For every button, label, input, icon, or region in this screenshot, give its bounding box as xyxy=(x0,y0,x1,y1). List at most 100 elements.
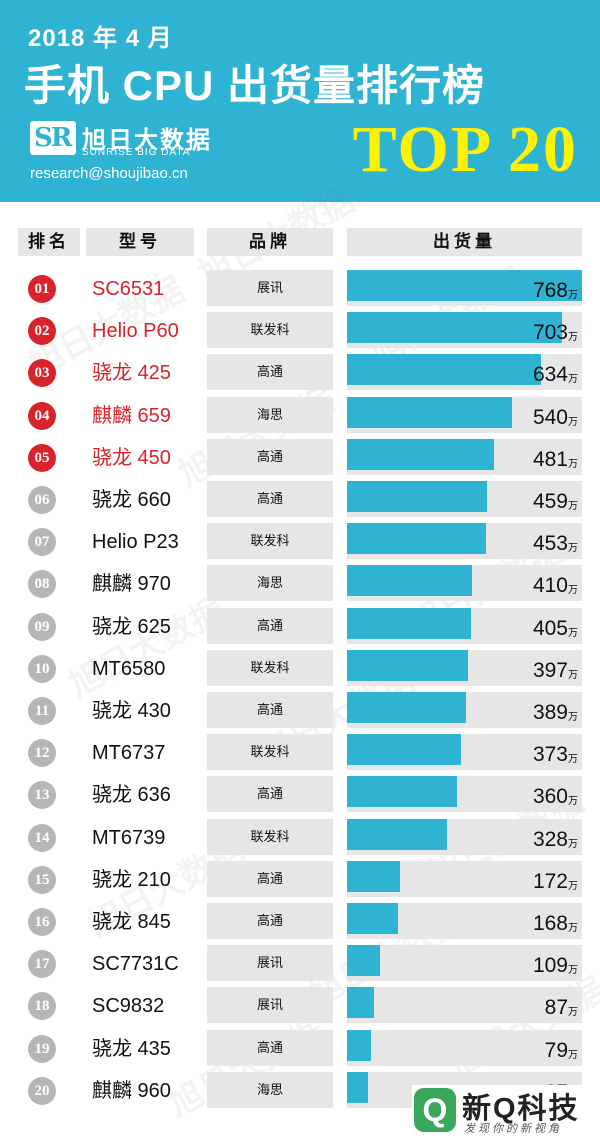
unit-label: 万 xyxy=(568,965,578,977)
model-name: Helio P60 xyxy=(92,320,179,343)
table-row: 05 骁龙 450 高通 481 万 xyxy=(0,437,600,477)
rank-badge: 10 xyxy=(28,654,56,683)
model-name: SC6531 xyxy=(92,278,165,300)
shipment-bar xyxy=(347,270,582,301)
column-header-brand: 品牌 xyxy=(207,228,333,256)
model-name: MT6737 xyxy=(92,742,166,765)
shipment-bar xyxy=(347,565,472,597)
shipment-bar xyxy=(347,396,512,428)
shipment-bar xyxy=(347,354,541,386)
unit-label: 万 xyxy=(568,796,578,808)
shipment-bar xyxy=(347,523,486,555)
shipment-value: 481 xyxy=(532,447,568,471)
shipment-bar xyxy=(347,860,400,892)
logo-mark: SR xyxy=(34,123,72,153)
unit-label: 万 xyxy=(568,712,578,723)
rank-badge: 07 xyxy=(28,528,56,557)
shipment-value: 87 xyxy=(544,996,568,1020)
model-name: 麒麟 659 xyxy=(92,404,171,427)
column-header-model: 型号 xyxy=(86,228,194,256)
shipment-bar xyxy=(347,1029,371,1061)
unit-label: 万 xyxy=(568,458,578,470)
rank-badge: 14 xyxy=(28,823,56,852)
unit-label: 万 xyxy=(568,543,578,555)
model-name: 麒麟 970 xyxy=(92,573,171,596)
rank-badge: 03 xyxy=(28,359,56,388)
shipment-value: 373 xyxy=(532,743,568,767)
unit-label: 万 xyxy=(568,669,578,681)
rank-badge: 06 xyxy=(28,486,56,514)
brand-cell: 高通 xyxy=(207,438,333,475)
bar-track xyxy=(347,945,582,982)
footer-logo: Q 新Q科技 发现你的新视角 xyxy=(412,1085,598,1137)
unit-label: 万 xyxy=(568,1007,578,1019)
brand-cell: 高通 xyxy=(207,354,333,391)
unit-label: 万 xyxy=(568,585,578,597)
model-name: SC7731C xyxy=(92,953,179,976)
unit-label: 万 xyxy=(568,374,578,386)
table-row: 06 骁龙 660 高通 459 万 xyxy=(0,479,600,519)
rank-badge: 20 xyxy=(28,1076,56,1105)
unit-label: 万 xyxy=(568,754,578,766)
shipment-bar xyxy=(347,481,487,512)
model-name: 骁龙 435 xyxy=(92,1037,171,1060)
rank-badge: 16 xyxy=(28,908,56,936)
unit-label: 万 xyxy=(568,923,578,934)
brand-cell: 联发科 xyxy=(207,523,333,560)
rank-badge: 09 xyxy=(28,612,56,641)
table-row: 01 SC6531 展讯 768 万 xyxy=(0,268,600,308)
shipment-bar xyxy=(347,776,457,808)
shipment-value: 453 xyxy=(532,532,568,556)
sunrise-logo-icon: SR xyxy=(30,121,76,155)
shipment-value: 703 xyxy=(532,321,568,345)
rank-badge: 08 xyxy=(28,570,56,599)
q-logo-icon: Q xyxy=(414,1088,456,1132)
unit-label: 万 xyxy=(568,290,578,301)
unit-label: 万 xyxy=(568,627,578,639)
model-name: 骁龙 636 xyxy=(92,784,171,807)
rank-badge: 19 xyxy=(28,1034,56,1063)
brand-cell: 高通 xyxy=(207,776,333,813)
brand-cell: 高通 xyxy=(207,481,333,517)
shipment-value: 459 xyxy=(532,490,568,513)
rank-badge: 04 xyxy=(28,401,56,430)
table-row: 16 骁龙 845 高通 168 万 xyxy=(0,901,600,941)
table-row: 13 骁龙 636 高通 360 万 xyxy=(0,774,600,814)
model-name: 骁龙 430 xyxy=(92,700,171,722)
date-title: 2018 年 4 月 xyxy=(28,25,173,52)
shipment-bar xyxy=(347,312,562,344)
brand-cell: 展讯 xyxy=(207,945,333,982)
model-name: MT6580 xyxy=(92,657,166,680)
table-row: 08 麒麟 970 海思 410 万 xyxy=(0,563,600,603)
shipment-value: 540 xyxy=(532,405,568,429)
model-name: MT6739 xyxy=(92,826,166,849)
unit-label: 万 xyxy=(568,332,578,344)
table-row: 17 SC7731C 展讯 109 万 xyxy=(0,943,600,983)
shipment-value: 389 xyxy=(532,701,568,724)
bar-track xyxy=(347,987,582,1024)
shipment-value: 79 xyxy=(544,1038,568,1062)
brand-name: 旭日大数据 xyxy=(82,127,212,154)
table-row: 03 骁龙 425 高通 634 万 xyxy=(0,352,600,392)
shipment-value: 397 xyxy=(532,658,568,682)
shipment-bar xyxy=(347,649,468,681)
page-title: 手机 CPU 出货量排行榜 xyxy=(24,62,486,109)
brand-cell: 联发科 xyxy=(207,818,333,855)
footer-name: 新Q科技 xyxy=(462,1093,580,1125)
table-row: 11 骁龙 430 高通 389 万 xyxy=(0,690,600,730)
shipment-value: 634 xyxy=(532,363,568,387)
brand-cell: 联发科 xyxy=(207,649,333,686)
model-name: 骁龙 450 xyxy=(92,446,171,469)
shipment-bar xyxy=(347,987,374,1019)
contact-email[interactable]: research@shoujibao.cn xyxy=(30,165,188,182)
shipment-bar xyxy=(347,945,380,977)
unit-label: 万 xyxy=(568,1049,578,1061)
table-row: 10 MT6580 联发科 397 万 xyxy=(0,648,600,688)
column-header-shipment: 出货量 xyxy=(347,228,582,256)
shipment-value: 360 xyxy=(532,785,568,809)
column-header-rank: 排名 xyxy=(18,228,80,256)
rank-badge: 02 xyxy=(28,317,56,346)
brand-cell: 展讯 xyxy=(207,270,333,306)
rank-badge: 01 xyxy=(28,275,56,303)
shipment-bar xyxy=(347,692,466,723)
